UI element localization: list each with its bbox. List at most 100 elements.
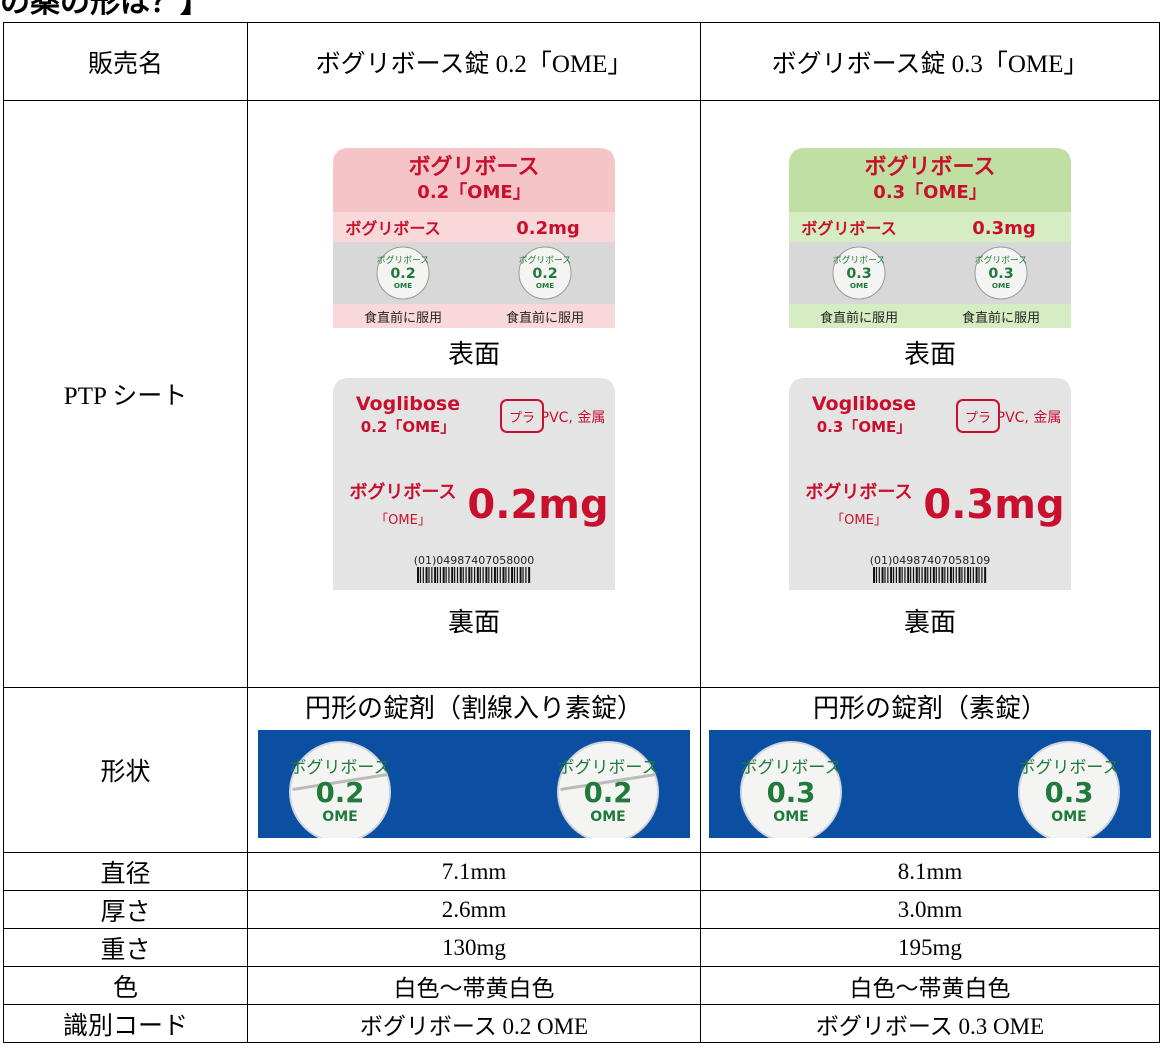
tablet-strength: 0.2 [532,266,557,282]
barcode-bar [912,567,915,583]
recycle: プラ [965,411,991,426]
barcode-bar [425,567,428,583]
header-cell: ボグリボース錠 0.3「OME」 [700,22,1160,101]
recycle-mark [500,399,544,433]
barcode-bar [961,567,963,583]
barcode-bar [428,567,430,583]
barcode-bar [967,567,970,583]
barcode-bar [941,567,944,583]
name: Voglibose [356,393,460,415]
row-label: 形状 [3,687,248,853]
barcode-bar [898,567,901,583]
barcode-bar [493,567,496,583]
barcode-bar [878,567,880,583]
barcode-bar [419,567,422,583]
barcode-bar [499,567,501,583]
band-name: ボグリボース [345,219,440,238]
barcode-bar [516,567,518,583]
strength: 0.3「OME」 [817,418,912,436]
side-label: 裏面 [447,608,500,637]
spec-value: 130mg [247,928,701,967]
tablet-strength: 0.2 [390,266,415,282]
barcode-bar [436,567,439,583]
barcode-bar [451,567,454,583]
tablet-company: OME [394,281,412,290]
barcode-bar [884,567,886,583]
barcode-bar [496,567,498,583]
tablet-brand: ボグリボース [833,254,886,266]
spec-row: 色白色～帯黄白色 白色～帯黄白色 [3,966,1160,1005]
name: Voglibose [812,393,916,415]
tablet [832,246,886,300]
spec-row: 直径 7.1mm 8.1mm [3,852,1160,891]
recycle-mark [956,399,1000,433]
barcode-bar [439,567,441,583]
tablet [557,741,659,838]
tablet-strength: 0.2 [316,777,365,809]
ptp-cell: ボグリボース 0.3「OME」 ボグリボース 0.3mg ボグリボース 0.3 OME ボグリ… [700,100,1160,688]
shape-cell: 円形の錠剤（素錠） ボグリボース 0.3 OME ボグリボース 0.3 OME [700,687,1160,853]
barcode-bar [476,567,479,583]
barcode-bar [417,567,419,583]
sheet [333,378,615,590]
band [333,212,615,242]
spec-value: 195mg [700,928,1160,967]
barcode-bar [924,567,927,583]
spec-value: 8.1mm [700,852,1160,891]
spec-value: 3.0mm [700,890,1160,929]
barcode-bar [958,567,961,583]
tablet [974,246,1028,300]
barcode-bar [448,567,450,583]
row-label: 重さ [3,928,248,967]
blister-area [333,242,615,304]
spec-value: 7.1mm [247,852,701,891]
barcode-bar [468,567,471,583]
shape-description: 円形の錠剤（割線入り素錠） [304,694,643,723]
barcode-number: (01)04987407058000 [414,554,535,567]
tablet-brand: ボグリボース [557,758,658,778]
barcode-bar [445,567,447,583]
barcode-bar [422,567,424,583]
ptp-cell: ボグリボース 0.2「OME」 ボグリボース 0.2mg ボグリボース 0.2 OME ボグリ… [247,100,701,688]
barcode-bar [471,567,473,583]
barcode-bar [887,567,889,583]
barcode-bar [502,567,505,583]
note: 食直前に服用 [506,310,584,326]
material: PVC, 金属 [997,410,1062,426]
row-label: 直径 [3,852,248,891]
brand: ボグリボース [409,154,540,180]
barcode-bar [930,567,932,583]
strength: 0.2「OME」 [361,418,456,436]
tablet-company: OME [773,809,808,825]
spec-value: 白色～帯黄白色 [700,966,1160,1005]
side-label: 表面 [903,340,956,369]
spec-row: 重さ 130mg 195mg [3,928,1160,967]
barcode-bar [927,567,929,583]
barcode-bar [890,567,893,583]
row-label: 厚さ [3,890,248,929]
band [789,212,1071,242]
tablet [518,246,572,300]
blister-area [789,242,1071,304]
barcode-bar [981,567,983,583]
barcode-bar [456,567,459,583]
barcode-bar [932,567,935,583]
ptp-row: PTP シート ボグリボース 0.2「OME」 ボグリボース 0.2mg ボグリボース 0.… [3,100,1160,688]
barcode-bar [972,567,974,583]
barcode-bar [482,567,484,583]
barcode-bar [465,567,467,583]
barcode-bar [918,567,920,583]
side-label: 表面 [447,340,500,369]
barcode-bar [964,567,966,583]
spec-value: 白色～帯黄白色 [247,966,701,1005]
barcode-bar [508,567,510,583]
barcode-bar [901,567,903,583]
barcode-bar [949,567,952,583]
title: の薬の形は？】 [0,0,210,20]
product-table: 販売名 ボグリボース錠 0.2「OME」 ボグリボース錠 0.3「OME」 PTP シ… [3,22,1160,1043]
barcode-bar [955,567,957,583]
